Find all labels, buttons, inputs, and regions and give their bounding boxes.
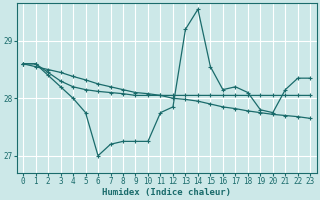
X-axis label: Humidex (Indice chaleur): Humidex (Indice chaleur) (102, 188, 231, 197)
